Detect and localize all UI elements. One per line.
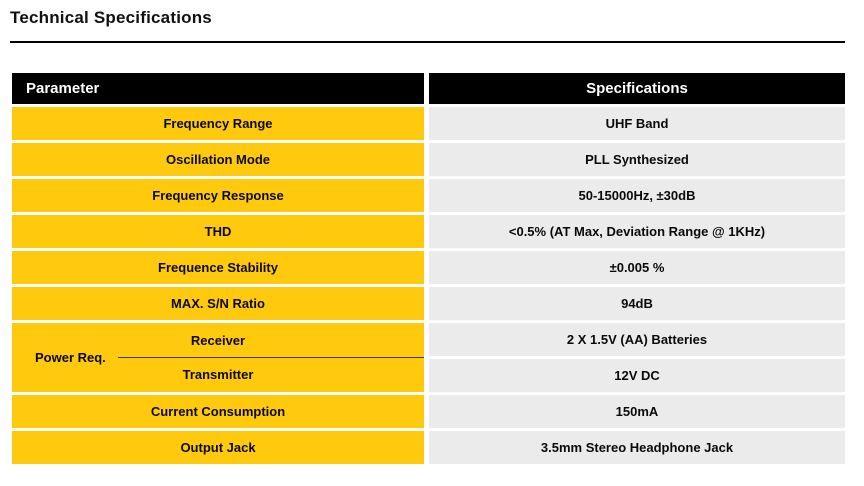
spec-cell-sn-ratio: 94dB bbox=[429, 287, 845, 320]
spec-cell-oscillation-mode: PLL Synthesized bbox=[429, 143, 845, 176]
param-cell-oscillation-mode: Oscillation Mode bbox=[12, 143, 424, 176]
power-req-group: Receiver Transmitter Power Req. bbox=[12, 323, 424, 392]
param-cell-thd: THD bbox=[12, 215, 424, 248]
spec-cell-frequence-stability: ±0.005 % bbox=[429, 251, 845, 284]
spec-cell-output-jack: 3.5mm Stereo Headphone Jack bbox=[429, 431, 845, 464]
title-rule bbox=[10, 41, 845, 43]
power-group-divider bbox=[118, 357, 424, 358]
spec-cell-frequency-range: UHF Band bbox=[429, 107, 845, 140]
spec-cell-frequency-response: 50-15000Hz, ±30dB bbox=[429, 179, 845, 212]
spec-cell-thd: <0.5% (AT Max, Deviation Range @ 1KHz) bbox=[429, 215, 845, 248]
param-cell-frequency-range: Frequency Range bbox=[12, 107, 424, 140]
specifications-header-cell: Specifications bbox=[429, 73, 845, 104]
param-cell-frequence-stability: Frequence Stability bbox=[12, 251, 424, 284]
param-cell-current-consumption: Current Consumption bbox=[12, 395, 424, 428]
param-cell-frequency-response: Frequency Response bbox=[12, 179, 424, 212]
param-cell-sn-ratio: MAX. S/N Ratio bbox=[12, 287, 424, 320]
specifications-column: Specifications UHF Band PLL Synthesized … bbox=[429, 73, 845, 467]
page-title: Technical Specifications bbox=[10, 8, 212, 27]
spec-cell-transmitter: 12V DC bbox=[429, 359, 845, 392]
spec-table: Parameter Frequency Range Oscillation Mo… bbox=[12, 73, 845, 467]
spec-cell-current-consumption: 150mA bbox=[429, 395, 845, 428]
parameter-header-cell: Parameter bbox=[12, 73, 424, 104]
param-cell-output-jack: Output Jack bbox=[12, 431, 424, 464]
param-cell-transmitter: Transmitter bbox=[182, 367, 254, 383]
parameter-column: Parameter Frequency Range Oscillation Mo… bbox=[12, 73, 424, 467]
power-group-label: Power Req. bbox=[35, 350, 106, 365]
param-cell-receiver: Receiver bbox=[190, 332, 246, 348]
spec-cell-receiver: 2 X 1.5V (AA) Batteries bbox=[429, 323, 845, 356]
